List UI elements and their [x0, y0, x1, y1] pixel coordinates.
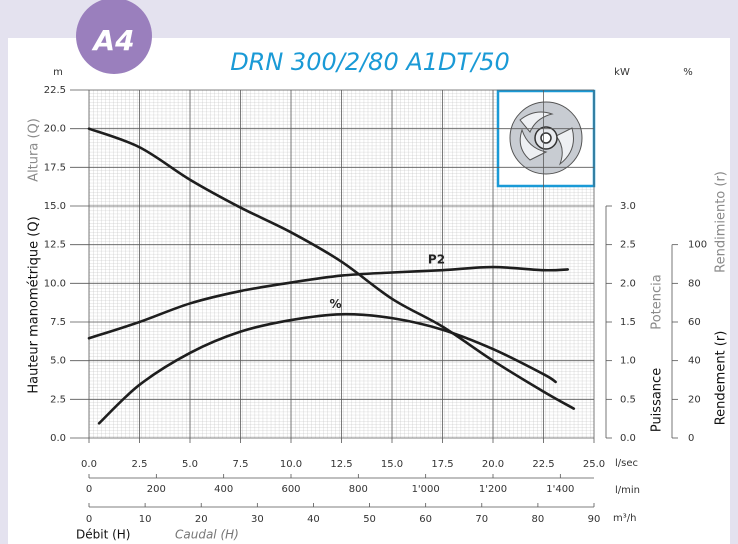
x3-unit: m³/h	[613, 513, 636, 524]
page: A4 DRN 300/2/80 A1DT/50 m kW % l/sec l/m…	[0, 0, 738, 544]
y-tick-label: 15.0	[44, 201, 66, 212]
x-tick-label: 5.0	[182, 459, 198, 470]
x-tick-label: 1'200	[479, 484, 507, 495]
y-label-alt: Altura (Q)	[27, 118, 42, 182]
x-tick-label: 12.5	[330, 459, 352, 470]
y3-unit: %	[683, 67, 693, 78]
y-tick-label: 2.5	[50, 394, 66, 405]
x-tick-label: 50	[363, 514, 376, 525]
x-tick-label: 30	[251, 514, 264, 525]
x-tick-label: 800	[349, 484, 368, 495]
x-tick-label: 1'000	[412, 484, 440, 495]
x-tick-label: 70	[475, 514, 488, 525]
chart-title: DRN 300/2/80 A1DT/50	[230, 48, 510, 76]
y-tick-label: 100	[688, 240, 707, 251]
y2-label-alt: Potencia	[650, 274, 665, 329]
y-tick-label: 60	[688, 317, 701, 328]
x-tick-label: 7.5	[233, 459, 249, 470]
curve-label: P2	[428, 253, 445, 267]
x2-unit: l/min	[615, 485, 640, 496]
y-tick-label: 1.0	[620, 356, 636, 367]
x-label: Débit (H)	[76, 528, 130, 542]
x-tick-label: 1'400	[546, 484, 574, 495]
y3-label-alt: Rendimiento (r)	[714, 171, 729, 273]
y3-label: Rendement (r)	[714, 331, 729, 426]
y-tick-label: 7.5	[50, 317, 66, 328]
y-tick-label: 0	[688, 433, 694, 444]
x-tick-label: 0	[86, 514, 92, 525]
y-tick-label: 0.0	[50, 433, 66, 444]
y-unit: m	[53, 67, 63, 78]
chart: A4 DRN 300/2/80 A1DT/50 m kW % l/sec l/m…	[0, 0, 738, 544]
y2-label: Puissance	[650, 368, 665, 432]
x-tick-label: 2.5	[132, 459, 148, 470]
impeller-icon	[498, 91, 594, 186]
y-tick-label: 5.0	[50, 356, 66, 367]
y-tick-label: 22.5	[44, 85, 66, 96]
y-tick-label: 2.0	[620, 278, 636, 289]
x-tick-label: 40	[307, 514, 320, 525]
badge: A4	[91, 24, 134, 57]
y-tick-label: 20	[688, 394, 701, 405]
y-tick-label: 3.0	[620, 201, 636, 212]
y-tick-label: 40	[688, 356, 701, 367]
x-tick-label: 200	[147, 484, 166, 495]
x-tick-label: 25.0	[583, 459, 605, 470]
x-tick-label: 0	[86, 484, 92, 495]
y-tick-label: 0.0	[620, 433, 636, 444]
x-tick-label: 20.0	[482, 459, 504, 470]
curve-label: %	[329, 297, 341, 311]
x-tick-label: 400	[214, 484, 233, 495]
y-tick-label: 17.5	[44, 162, 66, 173]
x-tick-label: 80	[532, 514, 545, 525]
x-tick-label: 15.0	[381, 459, 403, 470]
x-tick-label: 600	[281, 484, 300, 495]
y-label: Hauteur manométrique (Q)	[27, 216, 42, 393]
x-tick-label: 17.5	[431, 459, 453, 470]
x-tick-label: 90	[588, 514, 601, 525]
y-tick-label: 2.5	[620, 240, 636, 251]
x-tick-label: 60	[419, 514, 432, 525]
y-tick-label: 1.5	[620, 317, 636, 328]
y2-unit: kW	[614, 67, 630, 78]
y-tick-label: 0.5	[620, 394, 636, 405]
x-tick-label: 22.5	[532, 459, 554, 470]
x-tick-label: 20	[195, 514, 208, 525]
y-tick-label: 10.0	[44, 278, 66, 289]
y-tick-label: 12.5	[44, 240, 66, 251]
y-tick-label: 80	[688, 278, 701, 289]
y-tick-label: 20.0	[44, 124, 66, 135]
x-unit: l/sec	[615, 458, 638, 469]
x-tick-label: 0.0	[81, 459, 97, 470]
x-tick-label: 10.0	[280, 459, 302, 470]
x-tick-label: 10	[139, 514, 152, 525]
x-label-alt: Caudal (H)	[175, 528, 239, 542]
